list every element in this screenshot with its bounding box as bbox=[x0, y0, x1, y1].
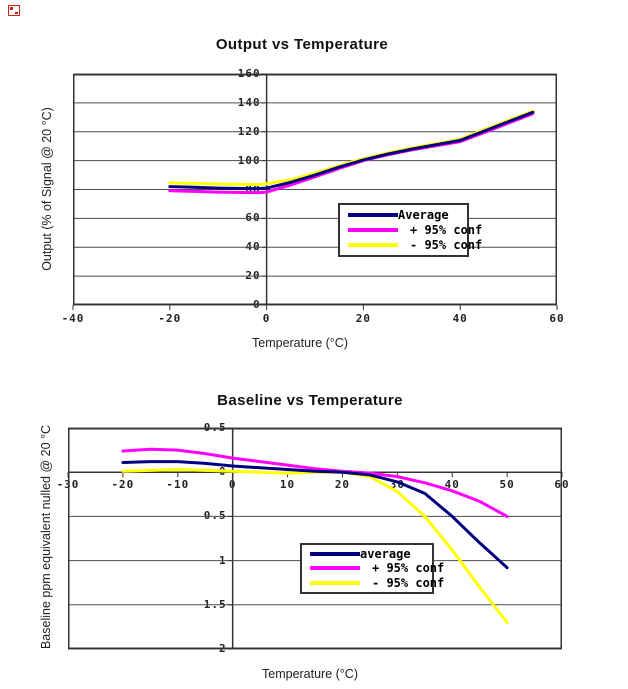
y-axis-title-output: Output (% of Signal @ 20 °C) bbox=[40, 107, 54, 271]
series-line-95-conf bbox=[121, 447, 509, 518]
x-tick-label: 50 bbox=[499, 478, 515, 491]
y-tick-label: 1 bbox=[219, 553, 227, 567]
series-line-average bbox=[121, 460, 509, 570]
x-axis-title-baseline: Temperature (°C) bbox=[262, 667, 358, 681]
chart-title-output: Output vs Temperature bbox=[215, 36, 389, 53]
broken-image-icon bbox=[8, 5, 20, 16]
x-tick-label: -10 bbox=[166, 478, 190, 491]
x-tick-label: -20 bbox=[158, 312, 182, 325]
legend-item-minus95: - 95% conf bbox=[310, 576, 444, 590]
chart-title-baseline: Baseline vs Temperature bbox=[217, 392, 403, 409]
legend-line-sample bbox=[310, 566, 360, 571]
legend-label: - 95% conf bbox=[410, 238, 483, 253]
x-tick-label: -40 bbox=[61, 312, 85, 325]
legend-label: - 95% conf bbox=[372, 575, 445, 590]
x-tick-label: -30 bbox=[56, 478, 80, 491]
legend: Average + 95% conf - 95% conf bbox=[338, 203, 482, 257]
plot-area-svg bbox=[67, 427, 563, 650]
legend-item-minus95: - 95% conf bbox=[348, 238, 482, 253]
x-tick-label: 40 bbox=[452, 312, 468, 325]
legend-label: average bbox=[360, 547, 411, 562]
x-tick-label: 20 bbox=[334, 478, 351, 491]
plot-area-svg bbox=[72, 73, 558, 310]
y-tick-label: 0.5 bbox=[203, 509, 227, 523]
x-tick-label: 60 bbox=[549, 312, 565, 325]
legend-label: + 95% conf bbox=[410, 222, 483, 237]
legend-item-average: average bbox=[310, 547, 432, 561]
legend-item-average: Average bbox=[348, 207, 467, 222]
legend-line-sample bbox=[348, 227, 398, 232]
plot-border bbox=[73, 74, 557, 305]
x-tick-label: 40 bbox=[444, 478, 460, 491]
series-line-95-conf bbox=[168, 109, 535, 187]
x-axis-title-output: Temperature (°C) bbox=[252, 336, 348, 350]
legend-line-sample bbox=[310, 552, 360, 557]
legend-line-sample bbox=[348, 243, 398, 248]
y-tick-label: 1.5 bbox=[203, 597, 227, 611]
series-line-average bbox=[168, 110, 535, 191]
legend-item-plus95: + 95% conf bbox=[310, 561, 444, 575]
legend: average + 95% conf - 95% conf bbox=[300, 543, 444, 594]
x-tick-label: 10 bbox=[279, 478, 296, 491]
series-line-95-conf bbox=[168, 112, 535, 195]
legend-label: Average bbox=[398, 207, 449, 222]
x-tick-label: -20 bbox=[111, 478, 135, 491]
legend-item-plus95: + 95% conf bbox=[348, 222, 482, 237]
x-tick-label: 20 bbox=[355, 312, 372, 325]
legend-line-sample bbox=[310, 580, 360, 585]
y-axis-title-baseline: Baseline ppm equivalent nulled @ 20 °C bbox=[39, 424, 53, 650]
plot-border bbox=[68, 428, 562, 649]
x-tick-label: 0 bbox=[262, 312, 271, 325]
legend-label: + 95% conf bbox=[372, 561, 445, 576]
legend-line-sample bbox=[348, 212, 398, 217]
